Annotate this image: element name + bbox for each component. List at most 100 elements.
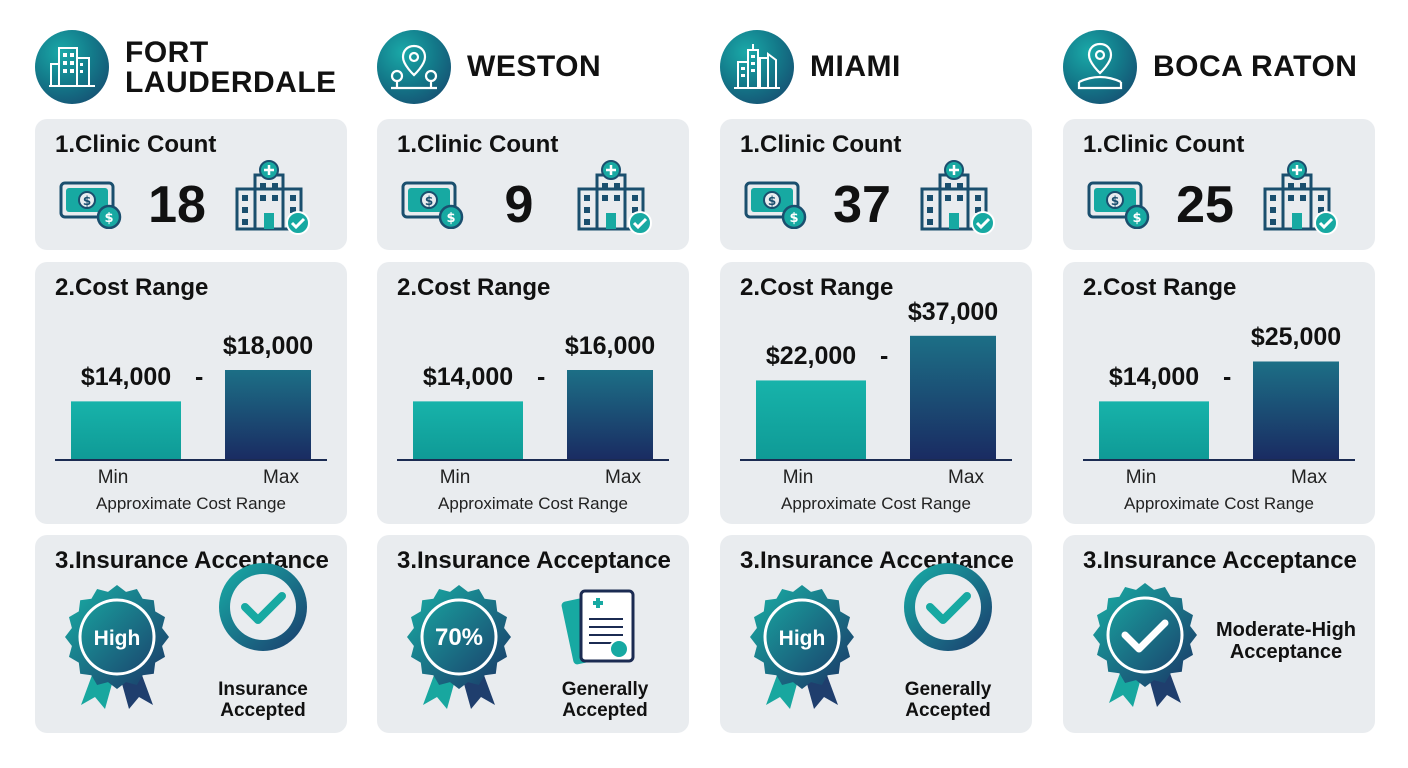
clinic-count-title: 1.Clinic Count [55,131,217,158]
award-badge-icon [65,585,169,709]
bar-min [71,401,181,460]
clinic-count-value: 37 [833,176,891,234]
money-icon: $ $ [59,181,122,229]
city-name: MIAMI [810,50,901,83]
svg-text:$: $ [425,194,433,208]
cost-range-title: 2.Cost Range [55,274,209,301]
badge-inner-ring [1106,596,1184,674]
award-badge-icon [1093,583,1197,707]
bar-max [910,335,996,460]
city-header: MIAMI [720,30,1032,110]
clinic-count-title: 1.Clinic Count [1083,131,1245,158]
medical-document-icon [561,589,635,665]
x-tick-min: Min [439,467,471,488]
svg-text:$: $ [446,211,455,226]
hospital-icon [235,160,310,235]
cost-min-label: $14,000 [1108,363,1200,392]
insurance-label: Insurance Accepted [218,679,308,721]
insurance-graphics [1093,583,1197,707]
checkmark-circle-icon [219,563,307,651]
x-tick-min: Min [782,467,814,488]
money-icon: $ $ [1087,181,1150,229]
insurance-panel: 3.Insurance Acceptance High Insurance Acc… [35,535,347,733]
map-pin-icon [1063,30,1137,104]
bar-max [567,370,653,460]
map-pin-trees-icon [377,30,451,104]
badge-inner-ring [78,598,156,676]
skyline-icon [720,30,794,104]
cost-max-label: $16,000 [564,332,656,360]
cost-range-title: 2.Cost Range [1083,274,1237,301]
clinic-count-panel: 1.Clinic Count $ $ 25 [1063,119,1375,250]
city-header: BOCA RATON [1063,30,1375,110]
hospital-icon [1263,160,1338,235]
x-tick-max: Max [605,467,641,488]
city-header: WESTON [377,30,689,110]
checkmark-icon [1121,619,1169,653]
insurance-panel: 3.Insurance Acceptance 70% Generally Acce… [377,535,689,733]
x-axis-caption: Approximate Cost Range [781,494,971,513]
bar-min [756,380,866,460]
svg-text:$: $ [104,211,113,226]
bar-min [1099,401,1209,460]
range-dash: - [195,363,204,392]
city-header: FORT LAUDERDALE [35,30,347,110]
cost-range-panel: 2.Cost Range $22,000 - $37,000 Min Max A… [720,262,1032,524]
cost-range-title: 2.Cost Range [740,274,894,301]
cost-max-label: $25,000 [1250,323,1342,352]
cost-range-chart [740,335,1012,461]
cost-max-label: $18,000 [222,332,314,360]
insurance-label: Moderate-High Acceptance [1216,619,1356,663]
x-axis-caption: Approximate Cost Range [96,494,286,513]
hospital-icon [577,160,652,235]
clinic-count-panel: 1.Clinic Count $ $ 9 [377,119,689,250]
city-column: MIAMI 1.Clinic Count $ $ 37 [720,0,1032,768]
range-dash: - [1223,363,1232,392]
bar-min [413,401,523,460]
hospital-icon [920,160,995,235]
insurance-panel: 3.Insurance Acceptance Moderate-High Acc… [1063,535,1375,733]
insurance-label: Generally Accepted [561,679,649,721]
insurance-title: 3.Insurance Acceptance [397,547,671,574]
cost-min-label: $14,000 [80,363,172,392]
badge-inner-ring [420,598,498,676]
svg-text:$: $ [768,194,776,208]
bar-max [1253,361,1339,460]
city-buildings-icon [35,30,109,104]
insurance-title: 3.Insurance Acceptance [1083,547,1357,574]
cost-range-panel: 2.Cost Range $14,000 - $18,000 Min Max A… [35,262,347,524]
svg-text:$: $ [789,211,798,226]
insurance-graphics: 70% [407,585,635,709]
x-axis-caption: Approximate Cost Range [438,494,628,513]
city-name: FORT LAUDERDALE [125,36,337,99]
x-tick-min: Min [97,467,129,488]
badge-label: High [779,627,826,650]
badge-inner-ring [763,598,841,676]
cost-min-label: $22,000 [765,342,857,371]
city-name: WESTON [467,50,602,83]
clinic-count-panel: 1.Clinic Count $ $ 18 [35,119,347,250]
cost-range-chart [397,370,669,461]
city-column: FORT LAUDERDALE 1.Clinic Count $ $ 18 [35,0,347,768]
checkmark-circle-icon [904,563,992,651]
city-column: BOCA RATON 1.Clinic Count $ $ 25 [1063,0,1375,768]
money-icon: $ $ [401,181,464,229]
cost-range-panel: 2.Cost Range $14,000 - $25,000 Min Max A… [1063,262,1375,524]
award-badge-icon [750,585,854,709]
money-icon: $ $ [744,181,807,229]
cost-max-label: $37,000 [907,297,999,326]
svg-text:$: $ [1132,211,1141,226]
x-tick-min: Min [1125,467,1157,488]
clinic-count-value: 18 [148,176,206,234]
x-tick-max: Max [948,467,984,488]
range-dash: - [537,363,546,392]
cost-range-title: 2.Cost Range [397,274,551,301]
clinic-count-title: 1.Clinic Count [740,131,902,158]
clinic-count-panel: 1.Clinic Count $ $ 37 [720,119,1032,250]
clinic-count-title: 1.Clinic Count [397,131,559,158]
badge-label: 70% [435,624,483,651]
insurance-panel: 3.Insurance Acceptance High Generally Acc… [720,535,1032,733]
badge-label: High [94,627,141,650]
city-column: WESTON 1.Clinic Count $ $ 9 [377,0,689,768]
insurance-graphics: High [65,563,307,709]
